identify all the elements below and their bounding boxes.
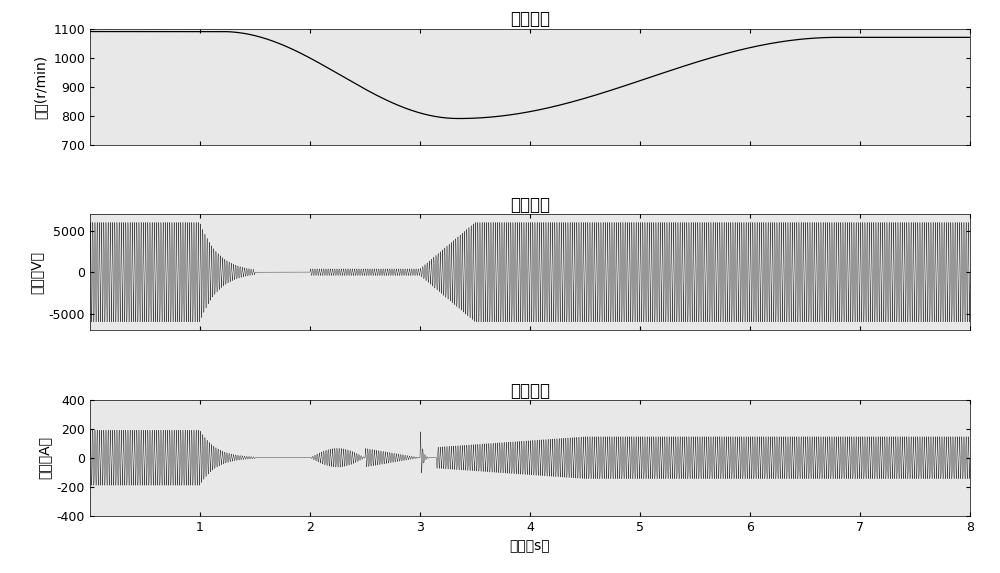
Title: 转子转速: 转子转速 bbox=[510, 10, 550, 29]
Y-axis label: 转速(r/min): 转速(r/min) bbox=[34, 54, 48, 119]
X-axis label: 时间（s）: 时间（s） bbox=[510, 539, 550, 553]
Title: 定子电流: 定子电流 bbox=[510, 382, 550, 399]
Y-axis label: 电流（A）: 电流（A） bbox=[37, 436, 51, 479]
Y-axis label: 电压（V）: 电压（V） bbox=[29, 250, 43, 294]
Title: 定子电压: 定子电压 bbox=[510, 196, 550, 214]
